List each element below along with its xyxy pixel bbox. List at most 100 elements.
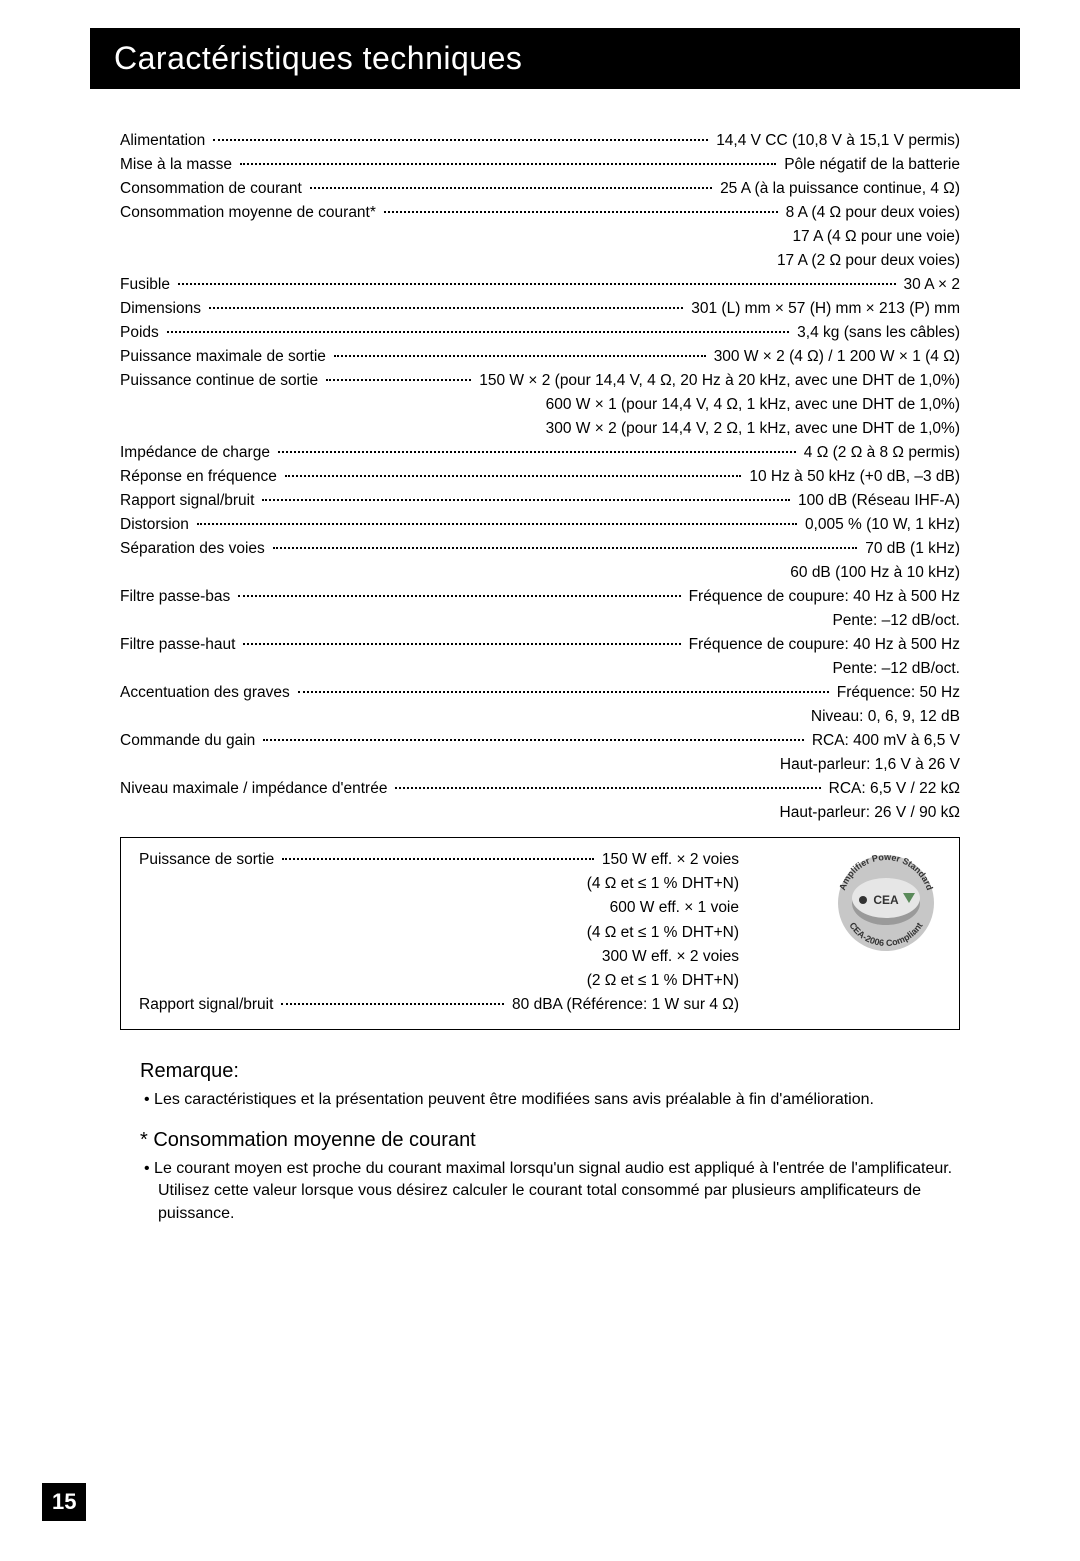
spec-subvalue: (4 Ω et ≤ 1 % DHT+N)	[139, 872, 739, 896]
spec-label: Poids	[120, 321, 163, 345]
logo-center-text: CEA	[873, 893, 899, 907]
leader-dots	[178, 283, 896, 285]
header-bar: Caractéristiques techniques	[90, 28, 1020, 89]
spec-subvalue: 300 W eff. × 2 voies	[139, 945, 739, 969]
spec-subvalue: (4 Ω et ≤ 1 % DHT+N)	[139, 921, 739, 945]
spec-subvalue: (2 Ω et ≤ 1 % DHT+N)	[139, 969, 739, 993]
specs-list: Alimentation 14,4 V CC (10,8 V à 15,1 V p…	[120, 129, 960, 825]
spec-row: Accentuation des graves Fréquence: 50 Hz	[120, 681, 960, 705]
spec-subvalue: 600 W eff. × 1 voie	[139, 896, 739, 920]
spec-label: Commande du gain	[120, 729, 259, 753]
notes-section: Remarque: • Les caractéristiques et la p…	[140, 1060, 960, 1226]
spec-label: Puissance de sortie	[139, 848, 278, 872]
spec-value: RCA: 400 mV à 6,5 V	[808, 729, 960, 753]
spec-value: 8 A (4 Ω pour deux voies)	[782, 201, 960, 225]
spec-label: Consommation moyenne de courant*	[120, 201, 380, 225]
page-container: Caractéristiques techniques Alimentation…	[0, 28, 1080, 1561]
spec-row: Distorsion 0,005 % (10 W, 1 kHz)	[120, 513, 960, 537]
spec-row: Poids 3,4 kg (sans les câbles)	[120, 321, 960, 345]
spec-value: RCA: 6,5 V / 22 kΩ	[825, 777, 960, 801]
spec-row: Impédance de charge 4 Ω (2 Ω à 8 Ω permis…	[120, 441, 960, 465]
spec-value: 300 W × 2 (4 Ω) / 1 200 W × 1 (4 Ω)	[710, 345, 960, 369]
spec-subvalue: 60 dB (100 Hz à 10 kHz)	[120, 561, 960, 585]
spec-row: Consommation de courant 25 A (à la puissa…	[120, 177, 960, 201]
spec-subvalue: Niveau: 0, 6, 9, 12 dB	[120, 705, 960, 729]
spec-label: Puissance maximale de sortie	[120, 345, 330, 369]
leader-dots	[243, 643, 680, 645]
spec-value: 25 A (à la puissance continue, 4 Ω)	[716, 177, 960, 201]
spec-subvalue: Pente: –12 dB/oct.	[120, 609, 960, 633]
leader-dots	[240, 163, 776, 165]
spec-row: Rapport signal/bruit100 dB (Réseau IHF-A…	[120, 489, 960, 513]
leader-dots	[263, 739, 804, 741]
spec-row: Séparation des voies 70 dB (1 kHz)	[120, 537, 960, 561]
spec-row: Fusible30 A × 2	[120, 273, 960, 297]
leader-dots	[285, 475, 742, 477]
spec-label: Rapport signal/bruit	[139, 993, 277, 1017]
spec-label: Consommation de courant	[120, 177, 306, 201]
spec-row: Puissance continue de sortie150 W × 2 (p…	[120, 369, 960, 393]
spec-subvalue: 300 W × 2 (pour 14,4 V, 2 Ω, 1 kHz, avec…	[120, 417, 960, 441]
spec-value: 301 (L) mm × 57 (H) mm × 213 (P) mm	[687, 297, 960, 321]
leader-dots	[209, 307, 683, 309]
leader-dots	[262, 499, 790, 501]
spec-label: Impédance de charge	[120, 441, 274, 465]
spec-subvalue: 17 A (2 Ω pour deux voies)	[120, 249, 960, 273]
spec-row: Alimentation 14,4 V CC (10,8 V à 15,1 V p…	[120, 129, 960, 153]
spec-value: 70 dB (1 kHz)	[861, 537, 960, 561]
spec-value: 80 dBA (Référence: 1 W sur 4 Ω)	[508, 993, 739, 1017]
spec-value: Fréquence: 50 Hz	[833, 681, 960, 705]
spec-label: Alimentation	[120, 129, 209, 153]
consumption-heading: * Consommation moyenne de courant	[140, 1129, 960, 1152]
leader-dots	[395, 787, 820, 789]
spec-row: Mise à la masse Pôle négatif de la batter…	[120, 153, 960, 177]
spec-row: Dimensions 301 (L) mm × 57 (H) mm × 213 (…	[120, 297, 960, 321]
leader-dots	[281, 1003, 504, 1005]
leader-dots	[213, 139, 708, 141]
spec-value: 150 W eff. × 2 voies	[598, 848, 739, 872]
spec-value: Fréquence de coupure: 40 Hz à 500 Hz	[685, 585, 960, 609]
output-power-box: Puissance de sortie150 W eff. × 2 voies(…	[120, 837, 960, 1029]
spec-value: Pôle négatif de la batterie	[780, 153, 960, 177]
leader-dots	[278, 451, 796, 453]
spec-value: 30 A × 2	[900, 273, 960, 297]
spec-label: Niveau maximale / impédance d'entrée	[120, 777, 391, 801]
spec-row: Filtre passe-basFréquence de coupure: 40…	[120, 585, 960, 609]
spec-label: Séparation des voies	[120, 537, 269, 561]
spec-subvalue: Haut-parleur: 26 V / 90 kΩ	[120, 801, 960, 825]
cea-compliance-logo: Amplifier Power Standard CEA-2006 Compli…	[831, 848, 941, 958]
leader-dots	[384, 211, 778, 213]
leader-dots	[298, 691, 829, 693]
spec-row: Rapport signal/bruit 80 dBA (Référence: 1…	[139, 993, 739, 1017]
leader-dots	[167, 331, 789, 333]
spec-value: Fréquence de coupure: 40 Hz à 500 Hz	[685, 633, 960, 657]
remark-heading: Remarque:	[140, 1060, 960, 1083]
consumption-body: • Le courant moyen est proche du courant…	[158, 1158, 960, 1225]
leader-dots	[334, 355, 706, 357]
spec-label: Filtre passe-haut	[120, 633, 239, 657]
page-number: 15	[42, 1483, 86, 1521]
spec-label: Distorsion	[120, 513, 193, 537]
spec-row: Niveau maximale / impédance d'entrée RCA:…	[120, 777, 960, 801]
spec-value: 14,4 V CC (10,8 V à 15,1 V permis)	[712, 129, 960, 153]
spec-row: Réponse en fréquence10 Hz à 50 kHz (+0 d…	[120, 465, 960, 489]
spec-value: 4 Ω (2 Ω à 8 Ω permis)	[800, 441, 960, 465]
leader-dots	[273, 547, 857, 549]
spec-label: Rapport signal/bruit	[120, 489, 258, 513]
spec-row: Puissance de sortie 150 W eff. × 2 voies	[139, 848, 739, 872]
spec-subvalue: Pente: –12 dB/oct.	[120, 657, 960, 681]
spec-value: 10 Hz à 50 kHz (+0 dB, –3 dB)	[745, 465, 960, 489]
spec-label: Accentuation des graves	[120, 681, 294, 705]
spec-label: Dimensions	[120, 297, 205, 321]
leader-dots	[326, 379, 471, 381]
spec-row: Puissance maximale de sortie 300 W × 2 (4…	[120, 345, 960, 369]
spec-subvalue: 600 W × 1 (pour 14,4 V, 4 Ω, 1 kHz, avec…	[120, 393, 960, 417]
spec-value: 3,4 kg (sans les câbles)	[793, 321, 960, 345]
spec-subvalue: Haut-parleur: 1,6 V à 26 V	[120, 753, 960, 777]
spec-row: Commande du gain RCA: 400 mV à 6,5 V	[120, 729, 960, 753]
leader-dots	[282, 858, 594, 860]
spec-label: Mise à la masse	[120, 153, 236, 177]
spec-value: 0,005 % (10 W, 1 kHz)	[801, 513, 960, 537]
spec-label: Puissance continue de sortie	[120, 369, 322, 393]
leader-dots	[310, 187, 712, 189]
